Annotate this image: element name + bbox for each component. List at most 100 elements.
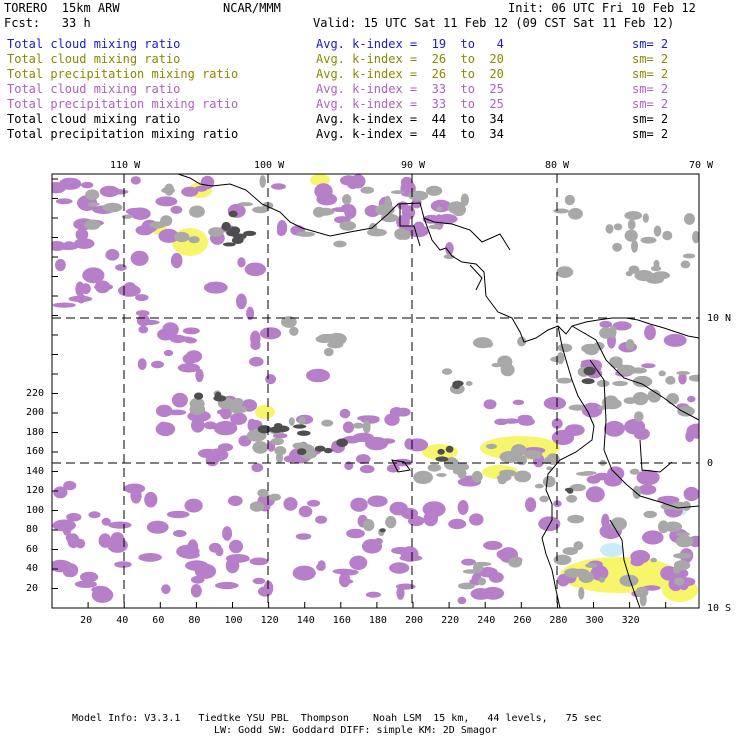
- purple-cell: [66, 512, 82, 522]
- purple-cell: [483, 540, 503, 550]
- purple-cell: [82, 267, 105, 284]
- lon-label-100w: 100 W: [254, 160, 285, 171]
- gray-cell: [321, 419, 334, 427]
- purple-cell: [170, 252, 183, 269]
- purple-cell: [360, 416, 380, 424]
- valid-time: Valid: 15 UTC Sat 11 Feb 12 (09 CST Sat …: [313, 16, 675, 30]
- gray-cell: [425, 185, 443, 196]
- gray-cell: [327, 332, 347, 346]
- purple-cell: [306, 368, 330, 383]
- gray-cell: [674, 577, 685, 586]
- gray-cell: [556, 266, 574, 278]
- purple-cell: [52, 559, 73, 573]
- purple-cell: [399, 554, 423, 562]
- purple-cell: [400, 176, 413, 188]
- dark-core: [379, 528, 386, 533]
- purple-cell: [346, 175, 359, 190]
- purple-cell: [52, 302, 76, 308]
- purple-cell: [678, 372, 687, 385]
- purple-cell: [359, 464, 375, 474]
- legend-field: Total cloud mixing ratio: [7, 37, 181, 51]
- gray-cell: [342, 194, 352, 205]
- purple-cell: [236, 293, 247, 310]
- purple-kindex-layer: [52, 174, 699, 605]
- gray-cell: [333, 240, 347, 248]
- gray-cell: [384, 195, 392, 209]
- dark-core: [435, 456, 449, 462]
- gray-cell: [315, 210, 329, 216]
- purple-cell: [564, 424, 585, 436]
- purple-cell: [220, 406, 232, 420]
- purple-cell: [657, 495, 680, 504]
- purple-cell: [365, 436, 388, 451]
- purple-cell: [195, 368, 204, 383]
- lon-label-70w: 70 W: [689, 160, 714, 171]
- y-tick-label: 60: [26, 543, 39, 555]
- axis-ticks: [52, 178, 667, 608]
- purple-cell: [251, 463, 264, 473]
- purple-cell: [483, 399, 497, 410]
- dark-core: [452, 381, 461, 389]
- gray-cell: [427, 463, 442, 472]
- lat-label-10s: 10 S: [707, 603, 732, 614]
- purple-cell: [384, 413, 400, 426]
- dark-core: [221, 221, 231, 231]
- purple-cell: [229, 539, 243, 554]
- gray-cell: [624, 229, 638, 242]
- x-tick-label: 180: [368, 615, 387, 626]
- purple-cell: [332, 568, 354, 575]
- purple-cell: [396, 586, 405, 600]
- gray-cell: [237, 202, 254, 207]
- gray-cell: [613, 223, 623, 231]
- gray-cell: [692, 230, 699, 244]
- legend-kindex: Avg. k-index = 33 to 25: [316, 97, 504, 111]
- gray-cell: [352, 422, 364, 429]
- purple-cell: [252, 577, 266, 585]
- gray-cell: [360, 186, 375, 194]
- purple-cell: [349, 555, 368, 570]
- purple-cell: [344, 461, 354, 471]
- legend-field: Total precipitation mixing ratio: [7, 67, 239, 81]
- purple-cell: [162, 322, 179, 337]
- forecast-hour: Fcst: 33 h: [4, 16, 91, 30]
- gray-cell: [625, 339, 635, 351]
- purple-cell: [107, 537, 128, 553]
- y-tick-label: 100: [26, 504, 45, 516]
- gray-cell: [629, 468, 640, 475]
- model-info: Model Info: V3.3.1 Tiedtke YSU PBL Thomp…: [72, 713, 602, 724]
- gray-cell: [666, 393, 680, 405]
- purple-cell: [130, 207, 151, 220]
- gray-cell: [567, 514, 585, 524]
- purple-cell: [109, 189, 129, 195]
- purple-cell: [448, 518, 467, 530]
- purple-cell: [222, 526, 233, 541]
- gray-cell: [534, 483, 544, 489]
- purple-cell: [184, 498, 203, 513]
- gray-cell: [514, 470, 532, 483]
- purple-cell: [58, 177, 82, 190]
- gray-cell: [391, 190, 405, 195]
- gray-cell: [676, 532, 690, 537]
- gray-cell: [496, 474, 512, 482]
- gray-cell: [252, 441, 269, 454]
- x-tick-label: 260: [513, 615, 532, 626]
- purple-cell: [115, 264, 127, 271]
- gray-cell: [189, 205, 205, 218]
- purple-cell: [161, 584, 171, 595]
- dark-core: [269, 426, 283, 433]
- purple-cell: [80, 571, 99, 583]
- gray-cell: [599, 327, 613, 339]
- dark-core: [293, 424, 307, 429]
- coastlines: [177, 174, 699, 608]
- purple-cell: [155, 404, 173, 418]
- purple-cell: [339, 408, 351, 419]
- purple-cell: [407, 225, 430, 238]
- gray-cell: [680, 260, 691, 269]
- purple-cell: [355, 454, 371, 464]
- lon-label-90w: 90 W: [401, 160, 426, 171]
- purple-cell: [185, 350, 203, 363]
- gray-cell: [688, 374, 699, 382]
- gray-cell: [491, 363, 502, 368]
- purple-cell: [91, 585, 110, 594]
- purple-cell: [624, 418, 646, 435]
